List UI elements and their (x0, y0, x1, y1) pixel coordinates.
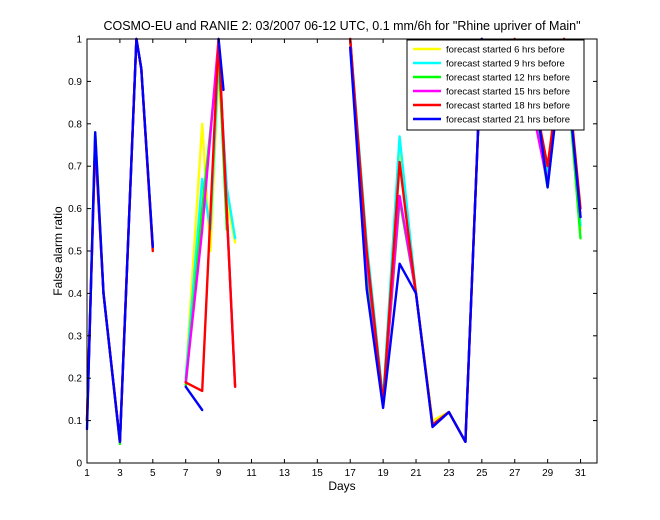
legend-box (406, 39, 585, 131)
y-tick-label: 0.3 (68, 331, 82, 342)
x-tick-label: 9 (216, 468, 222, 479)
legend-label-2: forecast started 9 hrs before (446, 59, 565, 70)
y-tick-label: 0.5 (68, 247, 82, 258)
x-tick-label: 27 (509, 468, 521, 479)
x-tick-label: 17 (345, 468, 357, 479)
y-tick-label: 0.1 (68, 416, 82, 427)
y-tick-label: 0.2 (68, 374, 82, 385)
x-tick-label: 25 (476, 468, 488, 479)
x-tick-label: 3 (117, 468, 123, 479)
axes-layer: 1 3 5 7 9 11 13 15 17 19 21 23 25 27 29 3100.10.20.30.4… (68, 35, 598, 479)
y-tick-label: 0.8 (68, 119, 82, 130)
legend-label-6: forecast started 21 hrs before (446, 115, 570, 126)
x-tick-label: 31 (575, 468, 587, 479)
y-tick-label: 0 (76, 459, 82, 470)
y-tick-label: 0.7 (68, 162, 82, 173)
x-tick-label: 5 (150, 468, 156, 479)
x-tick-label: 11 (246, 468, 257, 479)
x-tick-label: 1 (84, 468, 90, 479)
y-tick-label: 0.6 (68, 204, 82, 215)
y-tick-label: 0.4 (68, 289, 82, 300)
series-6-segment-2 (184, 385, 204, 412)
x-tick-label: 15 (312, 468, 324, 479)
series-6-segment-1 (85, 37, 154, 443)
x-tick-label: 21 (410, 468, 422, 479)
x-tick-label: 23 (443, 468, 455, 479)
x-tick-label: 19 (378, 468, 390, 479)
x-tick-label: 29 (542, 468, 554, 479)
legend-label-1: forecast started 6 hrs before (446, 45, 565, 56)
y-axis-title: False alarm ratio (51, 206, 65, 296)
x-tick-label: 13 (279, 468, 291, 479)
x-axis-title: Days (328, 479, 355, 493)
series-6-segment-4 (349, 37, 483, 443)
y-tick-label: 0.9 (68, 77, 82, 88)
legend-label-5: forecast started 18 hrs before (446, 101, 570, 112)
y-tick-label: 1 (76, 35, 82, 46)
x-tick-label: 7 (183, 468, 189, 479)
legend-label-4: forecast started 15 hrs before (446, 87, 570, 98)
series-5-segment-2 (184, 37, 237, 393)
legend-label-3: forecast started 12 hrs before (446, 73, 570, 84)
chart-title: COSMO-EU and RANIE 2: 03/2007 06-12 UTC,… (103, 19, 580, 33)
legend: forecast started 6 hrs before forecast st… (406, 39, 585, 131)
series-6-segment-3 (217, 37, 225, 92)
